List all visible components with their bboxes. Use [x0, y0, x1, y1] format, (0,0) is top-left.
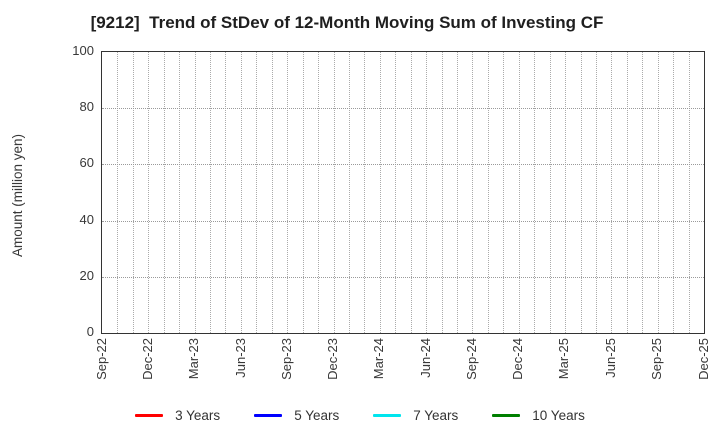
vertical-gridline	[333, 52, 335, 333]
horizontal-gridline	[102, 220, 704, 222]
vertical-gridline	[210, 52, 212, 333]
vertical-gridline	[256, 52, 258, 333]
vertical-gridline	[148, 52, 150, 333]
vertical-gridline	[194, 52, 196, 333]
legend-item: 5 Years	[254, 408, 339, 423]
x-tick-label: Sep-25	[649, 338, 665, 380]
vertical-gridline	[302, 52, 304, 333]
legend-label: 5 Years	[294, 407, 340, 423]
y-axis-label: Amount (million yen)	[10, 133, 25, 257]
y-tick-label: 20	[79, 267, 94, 283]
vertical-gridline	[426, 52, 428, 333]
vertical-gridline	[395, 52, 397, 333]
legend-label: 7 Years	[413, 407, 459, 423]
legend-label: 3 Years	[175, 407, 221, 423]
y-tick-label: 60	[79, 155, 94, 171]
legend-line-swatch	[254, 413, 283, 417]
y-tick-label: 40	[79, 211, 94, 227]
x-tick-label: Jun-23	[232, 338, 248, 378]
vertical-gridline	[457, 52, 459, 333]
vertical-gridline	[642, 52, 644, 333]
vertical-gridline	[379, 52, 381, 333]
vertical-gridline	[549, 52, 551, 333]
x-tick-label: Jun-25	[602, 338, 618, 378]
x-tick-label: Mar-23	[186, 338, 202, 380]
legend-line-swatch	[492, 413, 521, 417]
y-tick-label: 0	[86, 324, 94, 339]
y-tick-label: 100	[72, 43, 94, 58]
vertical-gridline	[472, 52, 474, 333]
vertical-gridline	[132, 52, 134, 333]
vertical-gridline	[163, 52, 165, 333]
x-tick-label: Dec-23	[325, 338, 341, 380]
x-tick-label: Dec-24	[510, 338, 526, 380]
x-tick-label: Sep-23	[278, 338, 294, 380]
vertical-gridline	[410, 52, 412, 333]
legend-line-swatch	[373, 413, 402, 417]
horizontal-gridline	[102, 276, 704, 278]
x-tick-label: Dec-22	[139, 338, 155, 380]
vertical-gridline	[565, 52, 567, 333]
vertical-gridline	[580, 52, 582, 333]
x-tick-label: Dec-25	[695, 338, 711, 380]
horizontal-gridline	[102, 164, 704, 166]
vertical-gridline	[518, 52, 520, 333]
legend-line-swatch	[135, 413, 164, 417]
plot-area	[101, 51, 705, 334]
vertical-gridline	[611, 52, 613, 333]
vertical-gridline	[626, 52, 628, 333]
vertical-gridline	[657, 52, 659, 333]
vertical-gridline	[441, 52, 443, 333]
legend-label: 10 Years	[532, 407, 585, 423]
vertical-gridline	[179, 52, 181, 333]
vertical-gridline	[287, 52, 289, 333]
vertical-gridline	[534, 52, 536, 333]
series-layer	[102, 52, 704, 333]
chart-title: [9212] Trend of StDev of 12-Month Moving…	[90, 13, 604, 32]
vertical-gridline	[673, 52, 675, 333]
vertical-gridline	[271, 52, 273, 333]
horizontal-gridline	[102, 108, 704, 110]
legend-item: 10 Years	[492, 408, 585, 423]
vertical-gridline	[364, 52, 366, 333]
x-tick-label: Jun-24	[417, 338, 433, 378]
legend-item: 7 Years	[373, 408, 458, 423]
vertical-gridline	[688, 52, 690, 333]
vertical-gridline	[595, 52, 597, 333]
vertical-gridline	[348, 52, 350, 333]
vertical-gridline	[487, 52, 489, 333]
legend: 3 Years 5 Years 7 Years 10 Years	[0, 404, 720, 426]
x-tick-label: Sep-24	[463, 338, 479, 380]
x-tick-label: Mar-24	[371, 338, 387, 380]
y-tick-label: 80	[79, 99, 94, 115]
legend-item: 3 Years	[135, 408, 220, 423]
x-tick-label: Mar-25	[556, 338, 572, 380]
vertical-gridline	[318, 52, 320, 333]
vertical-gridline	[503, 52, 505, 333]
x-tick-label: Sep-22	[93, 338, 109, 380]
vertical-gridline	[225, 52, 227, 333]
vertical-gridline	[117, 52, 119, 333]
vertical-gridline	[240, 52, 242, 333]
